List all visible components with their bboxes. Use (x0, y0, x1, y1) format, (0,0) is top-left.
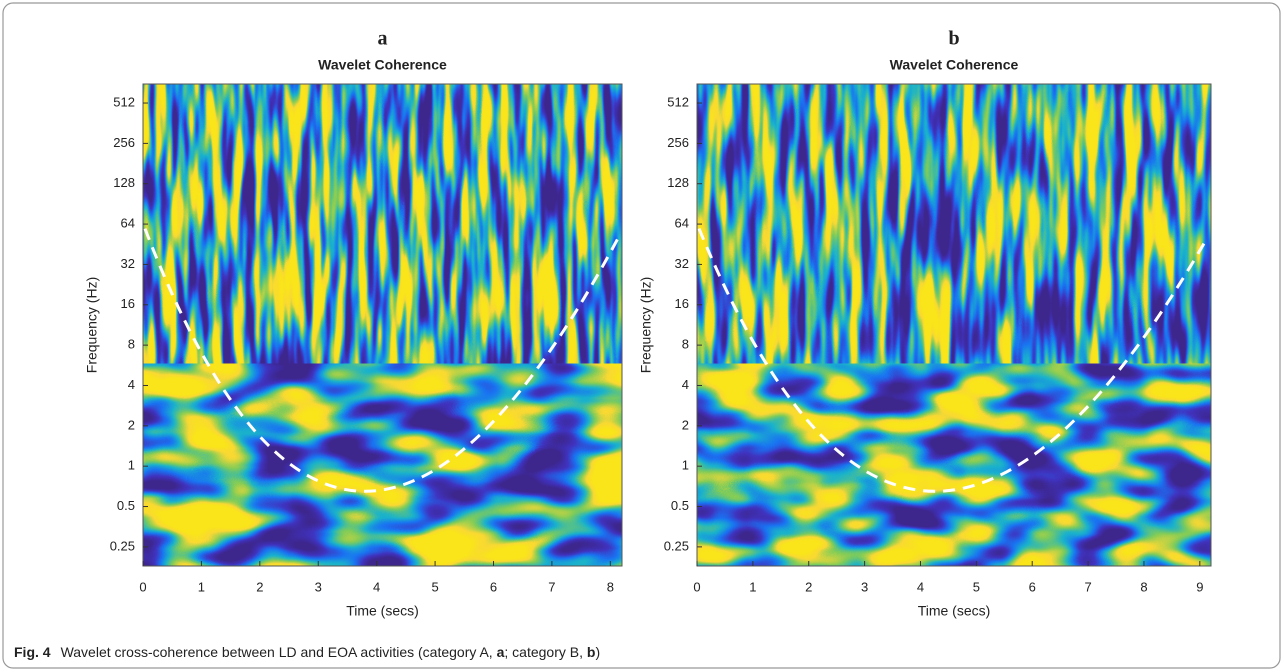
y-tick-label: 128 (113, 175, 135, 190)
x-tick-label: 0 (139, 579, 146, 594)
x-tick-label: 9 (1196, 579, 1203, 594)
x-tick-label: 4 (917, 579, 924, 594)
panel-label: a (378, 28, 388, 50)
x-tick-label: 8 (607, 579, 614, 594)
x-tick-label: 1 (749, 579, 756, 594)
x-tick-label: 1 (198, 579, 205, 594)
caption-label: Fig. 4 (14, 644, 51, 660)
y-tick-label: 256 (113, 135, 135, 150)
x-tick-label: 3 (861, 579, 868, 594)
heatmap-low (143, 363, 622, 566)
heatmap-high (697, 84, 1211, 364)
panel-label: b (948, 28, 959, 50)
x-tick-label: 3 (315, 579, 322, 594)
y-tick-label: 512 (667, 94, 689, 109)
x-tick-label: 0 (693, 579, 700, 594)
y-tick-label: 4 (128, 377, 135, 392)
y-tick-label: 16 (121, 296, 135, 311)
y-tick-label: 2 (682, 417, 689, 432)
caption: Fig. 4 Wavelet cross-coherence between LD… (14, 644, 600, 660)
x-tick-label: 2 (805, 579, 812, 594)
x-axis-label: Time (secs) (346, 603, 419, 619)
y-tick-label: 4 (682, 377, 689, 392)
plot-frame (142, 83, 623, 567)
caption-text: ) (595, 644, 600, 660)
caption-text: Wavelet cross-coherence between LD and E… (61, 644, 497, 660)
y-tick-label: 8 (682, 337, 689, 352)
caption-text: ; category B, (504, 644, 586, 660)
heatmap-high (143, 84, 622, 364)
y-tick-label: 512 (113, 94, 135, 109)
y-tick-label: 2 (128, 417, 135, 432)
y-tick-label: 128 (667, 175, 689, 190)
x-tick-label: 7 (1084, 579, 1091, 594)
panel-title: Wavelet Coherence (318, 57, 447, 73)
y-tick-label: 64 (675, 216, 689, 231)
x-axis-label: Time (secs) (918, 603, 991, 619)
panel-title: Wavelet Coherence (890, 57, 1019, 73)
y-tick-label: 1 (682, 458, 689, 473)
y-tick-label: 32 (121, 256, 135, 271)
x-tick-label: 5 (973, 579, 980, 594)
cone-of-influence (143, 228, 620, 493)
x-tick-label: 2 (256, 579, 263, 594)
x-tick-label: 5 (431, 579, 438, 594)
y-tick-label: 32 (675, 256, 689, 271)
y-tick-label: 0.5 (671, 498, 689, 513)
plot-frame (696, 83, 1212, 567)
heatmap-low (697, 363, 1211, 566)
x-tick-label: 6 (490, 579, 497, 594)
caption-text: a (497, 644, 505, 660)
y-axis-label: Frequency (Hz) (84, 277, 100, 373)
x-tick-label: 8 (1140, 579, 1147, 594)
cone-of-influence (697, 228, 1209, 493)
y-axis-label: Frequency (Hz) (638, 277, 654, 373)
x-tick-label: 7 (548, 579, 555, 594)
y-tick-label: 64 (121, 216, 135, 231)
y-tick-label: 16 (675, 296, 689, 311)
x-tick-label: 4 (373, 579, 380, 594)
y-tick-label: 0.25 (664, 538, 689, 553)
y-tick-label: 0.25 (110, 538, 135, 553)
caption-text: b (587, 644, 596, 660)
y-tick-label: 0.5 (117, 498, 135, 513)
x-tick-label: 6 (1029, 579, 1036, 594)
y-tick-label: 1 (128, 458, 135, 473)
y-tick-label: 8 (128, 337, 135, 352)
y-tick-label: 256 (667, 135, 689, 150)
